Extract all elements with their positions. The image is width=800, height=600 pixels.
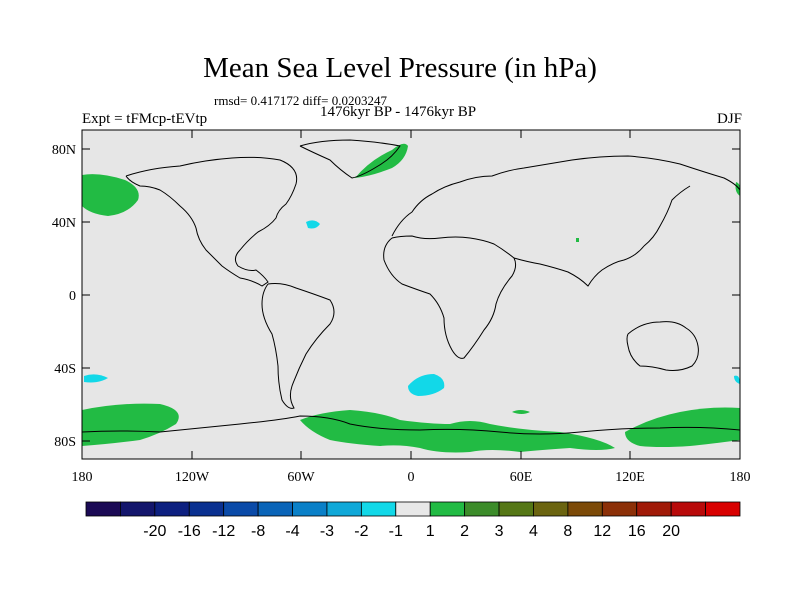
colorbar-box: [395, 501, 431, 517]
stats-text: rmsd= 0.417172 diff= 0.0203247: [214, 93, 387, 108]
anomaly-north-atlantic: [306, 220, 320, 229]
colorbar-label: -4: [285, 523, 299, 540]
colorbar-label: -8: [251, 523, 265, 540]
coastlines: [81, 139, 741, 435]
coast-europe-africa: [383, 235, 517, 359]
anomaly-south-atlantic: [408, 374, 445, 396]
colorbar-label: 3: [495, 523, 504, 540]
colorbar-box: [464, 501, 500, 517]
coast-south-america: [261, 283, 335, 409]
coast-asia-south: [513, 185, 691, 287]
coast-greenland: [299, 139, 401, 179]
colorbar-box: [636, 501, 672, 517]
lon-label: 60W: [287, 470, 315, 485]
anomaly-north-pacific-east: [735, 182, 741, 196]
anomaly-southern-ocean-dot: [512, 410, 530, 414]
anomaly-north-pacific-west: [82, 174, 139, 216]
lon-label: 120E: [615, 470, 645, 485]
lat-tick-labels: 80N 40N 0 40S 80S: [52, 143, 76, 450]
colorbar-label: -16: [178, 523, 201, 540]
colorbar-label: 12: [593, 523, 611, 540]
colorbar-box: [533, 501, 569, 517]
anomaly-asia-dot: [576, 238, 579, 242]
negative-anomaly-areas: [84, 220, 740, 396]
experiment-label: Expt = tFMcp-tEVtp: [82, 111, 208, 127]
colorbar-box: [223, 501, 259, 517]
lon-label: 120W: [175, 470, 210, 485]
anomaly-east-edge: [734, 375, 740, 384]
lat-label: 80S: [54, 435, 76, 450]
colorbar-label: 8: [563, 523, 572, 540]
colorbar-box: [601, 501, 638, 517]
coast-australia: [626, 321, 699, 371]
colorbar-box: [705, 501, 741, 517]
colorbar-label: -2: [354, 523, 368, 540]
period-label: 1476kyr BP - 1476kyr BP: [320, 104, 477, 120]
colorbar-box: [292, 501, 328, 517]
colorbar-label: 20: [662, 523, 680, 540]
colorbar-box: [429, 501, 466, 517]
lat-tick-marks: [82, 148, 740, 442]
lat-label: 0: [69, 289, 76, 304]
colorbar-box: [85, 501, 121, 517]
colorbar-label: 1: [426, 523, 435, 540]
chart-title: Mean Sea Level Pressure (in hPa): [203, 52, 597, 84]
lat-label: 40S: [54, 362, 76, 377]
colorbar: [85, 501, 741, 517]
colorbar-box: [257, 501, 293, 517]
colorbar-label: -20: [143, 523, 166, 540]
coast-north-america: [125, 156, 298, 287]
map-background: [82, 130, 740, 459]
colorbar-label: 2: [460, 523, 469, 540]
colorbar-box: [360, 501, 397, 517]
anomaly-southern-ocean-atlantic: [300, 410, 615, 453]
colorbar-label: -3: [320, 523, 334, 540]
colorbar-label: 4: [529, 523, 538, 540]
coast-eurasia-north: [391, 155, 741, 237]
lat-label: 80N: [52, 143, 76, 158]
colorbar-label: 16: [628, 523, 646, 540]
colorbar-label: -12: [212, 523, 235, 540]
lon-tick-marks: [81, 130, 741, 459]
lon-label: 180: [730, 470, 751, 485]
colorbar-box: [326, 501, 362, 517]
lon-label: 0: [408, 470, 415, 485]
colorbar-box: [670, 501, 706, 517]
colorbar-labels: -20 -16 -12 -8 -4 -3 -2 -1 1 2 3 4 8 12 16 20: [143, 523, 680, 540]
colorbar-box: [120, 501, 156, 517]
colorbar-box: [498, 501, 534, 517]
anomaly-southeast-pacific: [84, 374, 108, 383]
colorbar-box: [188, 501, 225, 517]
lon-tick-labels: 180 120W 60W 0 60E 120E 180: [72, 470, 751, 485]
colorbar-box: [154, 501, 190, 517]
coast-antarctica: [81, 415, 741, 435]
colorbar-box: [567, 501, 603, 517]
season-label: DJF: [716, 111, 742, 127]
anomaly-south-pacific-west: [82, 403, 179, 446]
lon-label: 180: [72, 470, 93, 485]
lat-label: 40N: [52, 216, 76, 231]
colorbar-label: -1: [389, 523, 403, 540]
lon-label: 60E: [510, 470, 533, 485]
